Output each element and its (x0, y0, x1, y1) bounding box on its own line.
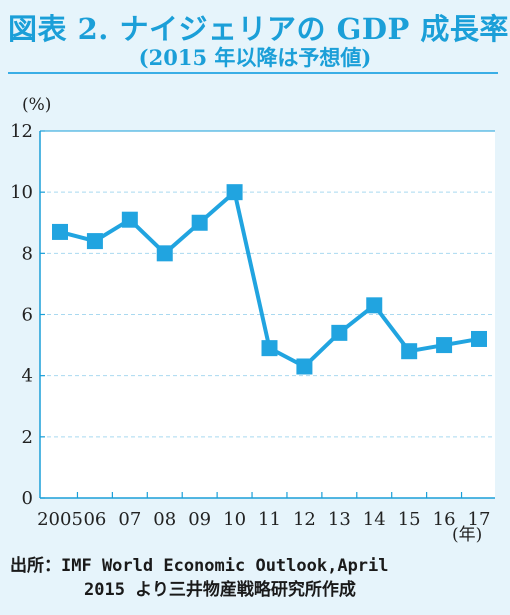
x-tick-label-14: 14 (363, 509, 386, 530)
y-tick-label-4: 4 (22, 366, 33, 387)
x-tick-label-16: 16 (433, 509, 456, 530)
data-point-16 (436, 337, 453, 354)
x-unit-label: (年) (452, 525, 482, 545)
gridlines (40, 191, 495, 438)
y-tick-label-12: 12 (10, 121, 33, 142)
x-tick-label-06: 06 (83, 509, 106, 530)
series-growth (52, 184, 487, 375)
x-tick-label-08: 08 (153, 509, 176, 530)
source-line-2: 2015 より三井物産戦略研究所作成 (84, 580, 356, 600)
data-point-07 (121, 211, 138, 228)
x-tick-label-07: 07 (118, 509, 141, 530)
title-divider (8, 72, 498, 74)
y-tick-label-6: 6 (22, 305, 33, 326)
data-point-10 (226, 184, 243, 201)
data-point-08 (156, 245, 173, 262)
source-line-1: 出所：IMF World Economic Outlook,April (10, 556, 389, 576)
x-tick-label-15: 15 (398, 509, 421, 530)
y-tick-labels: 0 2 4 6 8 10 12 (10, 121, 33, 509)
data-point-15 (401, 343, 418, 360)
data-point-11 (261, 340, 278, 357)
figure-subtitle: (2015 年以降は予想値) (138, 45, 372, 70)
data-point-12 (296, 358, 313, 375)
axes (39, 130, 495, 499)
x-tick-label-13: 13 (328, 509, 351, 530)
x-tick-label-2005: 2005 (37, 509, 83, 530)
x-tick-label-10: 10 (223, 509, 246, 530)
data-point-17 (471, 330, 487, 347)
y-tick-label-8: 8 (22, 243, 33, 264)
y-tick-label-2: 2 (22, 427, 33, 448)
figure-title: 図表 2. ナイジェリアの GDP 成長率 (8, 12, 509, 46)
x-tick-labels: 2005 06 07 08 09 10 11 12 13 14 15 16 17 (37, 509, 490, 530)
source-note: 出所：IMF World Economic Outlook,April 2015… (10, 554, 500, 602)
y-unit-label: (%) (22, 95, 51, 115)
data-point-06 (86, 233, 103, 250)
data-point-2005 (52, 223, 68, 240)
x-tick-label-11: 11 (258, 509, 281, 530)
x-tick-label-12: 12 (293, 509, 316, 530)
line-chart: 0 2 4 6 8 10 12 2005 06 07 08 09 10 11 12 13 14 15 16 17 (… (10, 95, 495, 545)
x-tick-label-09: 09 (188, 509, 211, 530)
data-point-09 (191, 214, 208, 231)
y-tick-label-0: 0 (22, 488, 33, 509)
data-point-14 (366, 297, 383, 314)
y-tick-label-10: 10 (10, 182, 33, 203)
data-point-13 (331, 324, 348, 341)
x-tick-label-17: 17 (468, 509, 491, 530)
